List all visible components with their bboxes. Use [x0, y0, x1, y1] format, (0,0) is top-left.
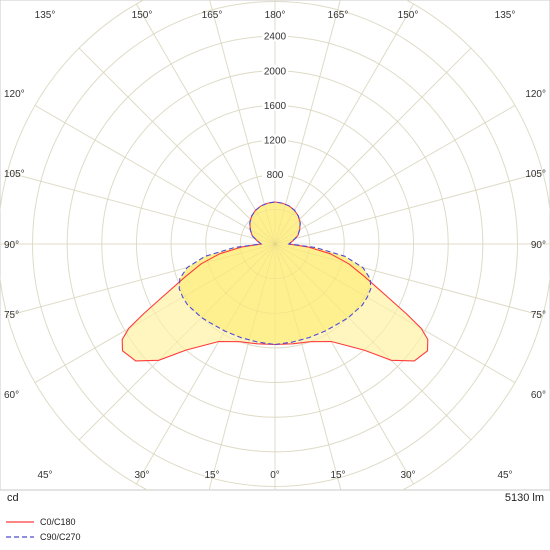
grid-spoke-overlay	[274, 243, 342, 490]
angle-label-left: 120°	[4, 89, 25, 100]
ring-label: 800	[267, 170, 284, 181]
ring-label: 1200	[264, 136, 287, 147]
unit-label: cd	[7, 492, 19, 504]
angle-label-top: 150°	[132, 10, 153, 21]
angle-label-top: 135°	[495, 10, 516, 21]
angle-label-left: 60°	[4, 390, 19, 401]
angle-label-left: 90°	[4, 240, 19, 251]
legend-swatch-c0	[6, 521, 34, 523]
ring-label: 2400	[264, 32, 287, 43]
grid-spoke-overlay	[7, 243, 276, 317]
angle-label-right: 90°	[531, 240, 546, 251]
grid-spoke-overlay	[274, 0, 341, 245]
angle-label-bottom: 45°	[37, 470, 52, 481]
legend-item-c0: C0/C180	[6, 516, 76, 528]
angle-label-right: 120°	[525, 89, 546, 100]
grid-spoke-overlay	[274, 3, 414, 245]
ring-label-bg	[262, 99, 288, 111]
angle-label-top: 165°	[328, 10, 349, 21]
grid-spoke	[209, 0, 276, 245]
angle-label-top: 150°	[398, 10, 419, 21]
grid-spoke-overlay	[274, 171, 543, 245]
legend-label-c0: C0/C180	[40, 517, 76, 527]
grid-spoke-overlay	[274, 243, 543, 317]
ring-label-bg	[262, 168, 288, 180]
grid-spoke-overlay	[274, 243, 516, 383]
angle-label-top: 135°	[35, 10, 56, 21]
grid-spoke-overlay	[136, 243, 276, 485]
grid-spoke-overlay	[136, 3, 276, 245]
angle-label-bottom: 45°	[497, 470, 512, 481]
angle-label-bottom: 0°	[270, 470, 280, 481]
grid-spoke	[136, 3, 276, 245]
angle-label-bottom: 30°	[134, 470, 149, 481]
series-c0-c180	[121, 201, 429, 362]
ring-label-bg	[262, 64, 288, 76]
ring-label: 1600	[264, 101, 287, 112]
fill-c90-c270	[179, 202, 371, 345]
legend-label-c90: C90/C270	[40, 532, 81, 542]
grid-spoke	[274, 47, 472, 245]
grid-spoke-overlay	[209, 0, 276, 245]
grid-spoke	[274, 3, 414, 245]
grid-labels: 800 1200 1600 2000 2400 45° 30° 15° 0° 15° 30° 45° 1…	[4, 10, 546, 481]
angle-label-top: 180°	[265, 10, 286, 21]
grid-spoke	[34, 105, 276, 245]
ring-label-bg	[262, 30, 288, 42]
angle-label-right: 75°	[531, 310, 546, 321]
grid-spoke	[274, 105, 516, 245]
grid-ring-overlay	[239, 208, 311, 280]
legend-swatch-c90	[6, 536, 34, 538]
grid-spoke	[274, 0, 341, 245]
angle-label-right: 60°	[531, 390, 546, 401]
grid-spoke	[7, 171, 276, 245]
angle-label-bottom: 15°	[330, 470, 345, 481]
angle-label-bottom: 15°	[204, 470, 219, 481]
angle-label-left: 75°	[4, 310, 19, 321]
grid-spoke-overlay	[34, 105, 276, 245]
ring-label-bg	[262, 134, 288, 146]
grid-spoke	[78, 47, 276, 245]
grid-spoke-overlay	[78, 47, 276, 245]
grid-spoke	[274, 171, 543, 245]
grid-spoke-overlay	[7, 171, 276, 245]
distribution-curves	[121, 201, 429, 362]
angle-label-top: 165°	[202, 10, 223, 21]
grid-spoke-overlay	[274, 105, 516, 245]
grid-spoke-overlay	[208, 243, 276, 490]
grid-spoke-overlay	[34, 243, 276, 383]
angle-label-right: 105°	[525, 169, 546, 180]
grid-ring-overlay	[32, 1, 518, 487]
luminous-flux-label: 5130 lm	[504, 492, 544, 504]
ring-label: 2000	[264, 66, 287, 77]
grid-spoke-overlay	[78, 243, 276, 441]
angle-label-bottom: 30°	[400, 470, 415, 481]
grid-spoke-overlay	[274, 243, 414, 485]
legend-item-c90: C90/C270	[6, 531, 81, 543]
grid-spoke-overlay	[274, 47, 472, 245]
angle-label-left: 105°	[4, 169, 25, 180]
grid-spoke-overlay	[274, 243, 472, 441]
